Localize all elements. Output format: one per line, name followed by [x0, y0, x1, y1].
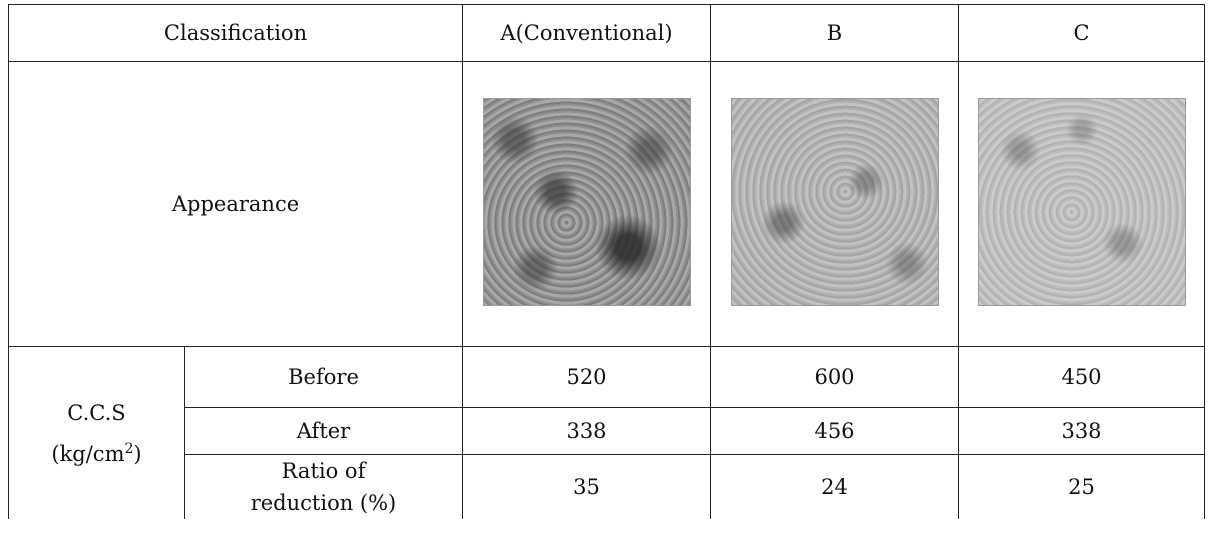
cell-before-b: 600 [710, 346, 959, 408]
cell-ratio-c: 25 [958, 454, 1205, 519]
table-row-after: After 338 456 338 [9, 407, 1205, 455]
appearance-cell-b [710, 61, 959, 347]
ccs-group-label: C.C.S (kg/cm2) [8, 346, 185, 519]
ccs-label-line1: C.C.S [67, 400, 126, 425]
header-row: Classification A(Conventional) B C [8, 4, 1205, 62]
ccs-unit-prefix: (kg/cm [51, 441, 125, 466]
appearance-row: Appearance [8, 61, 1205, 347]
ratio-label-line1: Ratio of [281, 459, 366, 483]
sample-c-image [977, 97, 1186, 306]
ratio-label-line2: reduction (%) [250, 491, 397, 515]
cell-ratio-a: 35 [462, 454, 711, 519]
cell-ratio-b: 24 [710, 454, 959, 519]
sample-b-image [730, 97, 939, 306]
appearance-label: Appearance [8, 61, 463, 347]
row-label-before: Before [184, 346, 463, 408]
sample-a-image [482, 97, 691, 306]
cell-after-c: 338 [958, 407, 1205, 455]
results-table: Classification A(Conventional) B C Appea… [8, 4, 1205, 519]
ccs-unit-suffix: ) [133, 441, 142, 466]
header-col-b: B [710, 4, 959, 62]
table-row-before: C.C.S (kg/cm2) Before 520 600 450 [8, 346, 1205, 519]
cell-after-a: 338 [462, 407, 711, 455]
appearance-cell-c [958, 61, 1205, 347]
cell-before-a: 520 [462, 346, 711, 408]
appearance-cell-a [462, 61, 711, 347]
ccs-unit-label: (kg/cm2) [9, 431, 184, 472]
row-label-after: After [184, 407, 463, 455]
row-label-ratio: Ratio of reduction (%) [184, 454, 463, 519]
header-classification: Classification [8, 4, 463, 62]
cell-after-b: 456 [710, 407, 959, 455]
header-col-a: A(Conventional) [462, 4, 711, 62]
ccs-unit-superscript: 2 [124, 440, 134, 457]
cell-before-c: 450 [958, 346, 1205, 408]
table-row-ratio: Ratio of reduction (%) 35 24 25 [9, 454, 1205, 519]
header-col-c: C [958, 4, 1205, 62]
